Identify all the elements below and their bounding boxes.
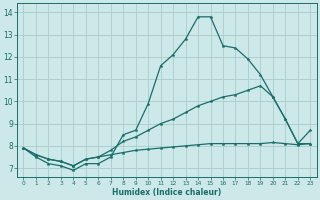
X-axis label: Humidex (Indice chaleur): Humidex (Indice chaleur) bbox=[112, 188, 221, 197]
